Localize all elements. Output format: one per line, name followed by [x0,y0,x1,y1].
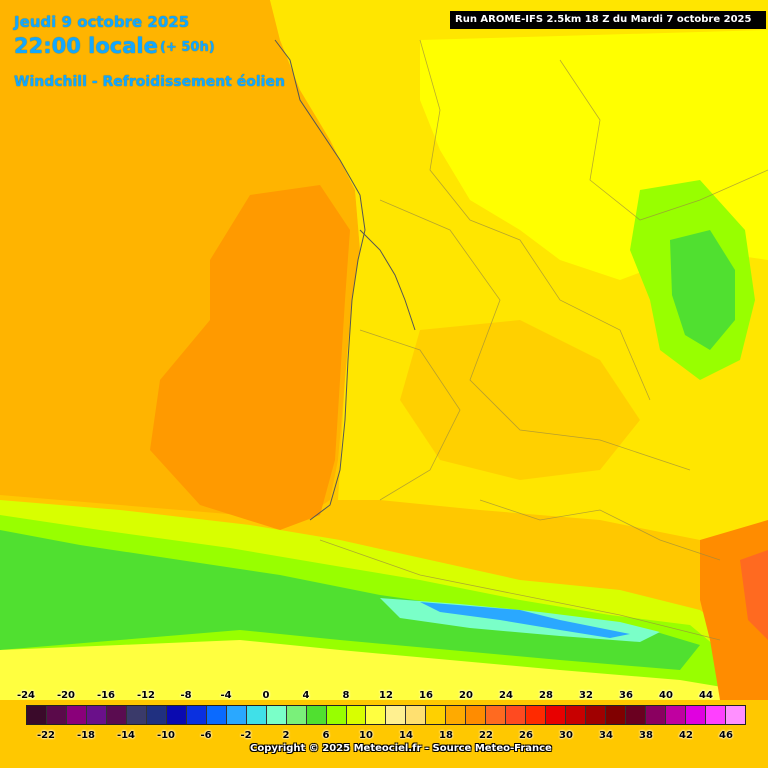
legend-swatch [106,706,127,724]
legend-swatch [725,706,745,724]
legend-swatch [306,706,327,724]
legend-tick-label: -4 [220,690,232,701]
legend-swatch [66,706,87,724]
legend-tick-label: 34 [599,730,613,741]
legend-tick-label: 38 [639,730,653,741]
legend-tick-label: -6 [200,730,212,741]
legend-tick-label: 0 [262,690,270,701]
legend-tick-label: 40 [659,690,673,701]
legend-swatch [206,706,227,724]
legend-swatch [446,706,467,724]
legend-tick-label: -22 [36,730,56,741]
massif-central-core [670,230,735,350]
legend-tick-label: 46 [719,730,733,741]
legend-tick-label: 44 [699,690,713,701]
legend-swatch [486,706,507,724]
legend-swatch [346,706,367,724]
copyright-text: Copyright © 2025 Meteociel.fr - Source M… [250,743,552,754]
legend-swatch [266,706,287,724]
legend-tick-label: -20 [56,690,76,701]
legend-swatch [705,706,726,724]
legend-swatch [226,706,247,724]
legend-tick-label: 20 [459,690,473,701]
legend-tick-label: -10 [156,730,176,741]
legend-tick-label: 14 [399,730,413,741]
legend-tick-label: -12 [136,690,156,701]
legend-tick-label: 24 [499,690,513,701]
atlantic-coastline [274,39,366,521]
color-scale-legend [26,705,746,725]
legend-swatch [27,706,47,724]
legend-swatch [46,706,67,724]
legend-swatch [466,706,487,724]
inland-warm-patch [400,320,640,480]
legend-swatch [126,706,147,724]
legend-tick-label: 6 [322,730,330,741]
legend-swatch [146,706,167,724]
legend-swatch [186,706,207,724]
forecast-offset: (+ 50h) [160,40,215,55]
legend-swatch [586,706,607,724]
legend-swatch [166,706,187,724]
legend-tick-label: -18 [76,730,96,741]
legend-swatch [546,706,567,724]
legend-tick-label: 30 [559,730,573,741]
legend-swatch [246,706,267,724]
border-lines [319,39,768,641]
legend-tick-label: 28 [539,690,553,701]
legend-swatch [646,706,666,724]
legend-tick-label: -8 [180,690,192,701]
legend-swatch [326,706,347,724]
legend-swatch [286,706,307,724]
legend-tick-label: 4 [302,690,310,701]
legend-tick-label: 36 [619,690,633,701]
legend-tick-label: 22 [479,730,493,741]
gironde-estuary [359,229,416,331]
legend-tick-label: -2 [240,730,252,741]
legend-tick-label: 42 [679,730,693,741]
forecast-time: 22:00 locale [14,34,158,58]
legend-tick-label: 16 [419,690,433,701]
spain-lowland [0,640,740,700]
ocean-warm-core [150,185,350,530]
legend-swatch [426,706,447,724]
legend-tick-label: 8 [342,690,350,701]
legend-swatch [526,706,547,724]
legend-tick-label: 32 [579,690,593,701]
legend-swatch [666,706,686,724]
model-run-label: Run AROME-IFS 2.5km 18 Z du Mardi 7 octo… [450,11,766,29]
legend-swatch [626,706,647,724]
legend-swatch [566,706,587,724]
legend-swatch [606,706,627,724]
legend-swatch [406,706,427,724]
legend-tick-label: 10 [359,730,373,741]
pyrenees-cool [0,530,700,670]
legend-swatch [506,706,527,724]
pyrenees-peaks [420,602,630,638]
legend-tick-label: 18 [439,730,453,741]
legend-swatch [366,706,387,724]
legend-tick-label: -24 [16,690,36,701]
legend-tick-label: -14 [116,730,136,741]
parameter-title: Windchill - Refroidissement éolien [14,74,285,90]
legend-swatch [386,706,407,724]
legend-tick-label: 12 [379,690,393,701]
legend-tick-label: 26 [519,730,533,741]
forecast-date: Jeudi 9 octobre 2025 [14,13,190,31]
legend-swatch [685,706,706,724]
legend-tick-label: 2 [282,730,290,741]
legend-tick-label: -16 [96,690,116,701]
legend-swatch [86,706,107,724]
mediterranean-hot [740,550,768,640]
